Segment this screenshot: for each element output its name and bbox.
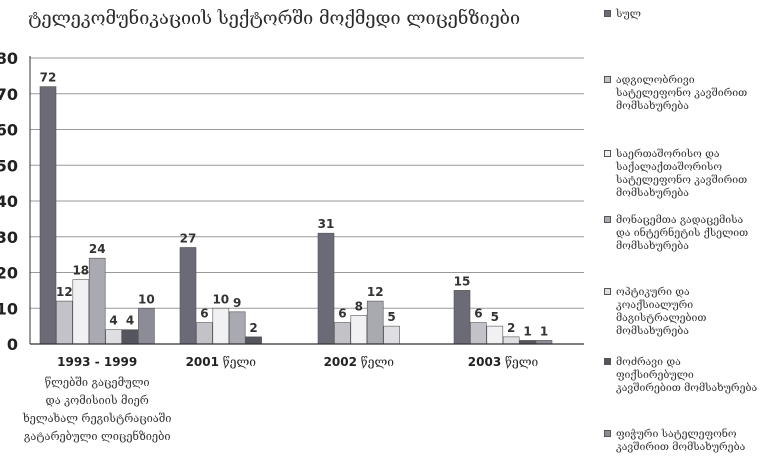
data-label: 2: [507, 321, 515, 335]
legend-label: სულ: [616, 8, 641, 20]
legend: სულ ადგილობრივი სატელეფონო კავშირით მომსა…: [600, 0, 768, 468]
y-tick-label: 20: [0, 264, 18, 283]
bar: [39, 86, 57, 345]
data-label: 4: [126, 314, 134, 328]
bar: [56, 300, 73, 345]
legend-swatch: [604, 150, 611, 157]
bar: [138, 307, 155, 345]
bar: [470, 322, 487, 345]
legend-item: ადგილობრივი სატელეფონო კავშირით მომსახურ…: [604, 74, 766, 113]
y-tick-label: 30: [0, 228, 18, 247]
bars: [39, 86, 553, 345]
y-tick-label: 80: [0, 49, 18, 68]
data-label: 6: [338, 307, 346, 321]
x-category-note: და კომისიის მიერ: [46, 394, 149, 407]
legend-label: მოძრავი და ფიქსირებული კავშირებით მომსახ…: [616, 356, 758, 394]
bar: [105, 329, 122, 345]
bar: [383, 325, 400, 345]
data-label: 8: [355, 299, 363, 313]
bar: [121, 329, 139, 345]
y-tick-label: 70: [0, 85, 18, 104]
legend-item: საერთაშორისო და საქალაქთაშორისო სატელეფო…: [604, 148, 766, 200]
data-label: 6: [474, 307, 482, 321]
x-category-label: 1993 - 1999: [57, 355, 137, 369]
legend-item: სულ: [604, 8, 766, 21]
legend-label: საერთაშორისო და საქალაქთაშორისო სატელეფო…: [616, 148, 748, 199]
data-label: 31: [318, 217, 335, 231]
y-tick-label: 40: [0, 192, 18, 211]
x-category-label: 2003 წელი: [468, 355, 539, 369]
x-category-note: გატარებული ლიცენზიები: [24, 430, 171, 443]
chart-title: ტელეკომუნიკაციის სექტორში მოქმედი ლიცენზ…: [28, 8, 521, 29]
data-label: 9: [233, 296, 241, 310]
bar: [334, 322, 351, 345]
data-label: 10: [138, 292, 155, 306]
legend-swatch: [604, 216, 611, 223]
legend-label: მონაცემთა გადაცემისა და ინტერნეტის ქსელი…: [616, 214, 749, 252]
bar: [317, 232, 335, 345]
bar: [245, 336, 262, 345]
data-label: 24: [89, 242, 106, 256]
data-label: 2: [249, 321, 257, 335]
legend-swatch: [604, 76, 611, 83]
data-label: 10: [212, 292, 229, 306]
axes: 0 10 20 30 40 50 60 70 80: [0, 49, 584, 354]
bar: [196, 322, 213, 345]
legend-item: ოპტიკური და კოაქსიალური მაგისტრალებით მო…: [604, 286, 766, 338]
data-label: 5: [387, 310, 395, 324]
legend-swatch: [604, 358, 611, 365]
data-label: 27: [180, 231, 197, 245]
bar: [212, 307, 230, 345]
y-tick-label: 50: [0, 156, 18, 175]
y-tick-label: 0: [7, 335, 18, 354]
x-category-label: 2002 წელი: [324, 355, 395, 369]
data-label: 12: [367, 285, 384, 299]
bar: [179, 247, 197, 345]
bar: [502, 336, 520, 345]
legend-label: ფიჭური სატელეფონო კავშირით მომსახურება: [616, 428, 746, 453]
bar: [366, 300, 384, 345]
legend-label: ადგილობრივი სატელეფონო კავშირით მომსახურ…: [616, 74, 748, 112]
legend-item: ფიჭური სატელეფონო კავშირით მომსახურება: [604, 428, 766, 454]
data-label: 5: [491, 310, 499, 324]
data-label: 12: [56, 285, 73, 299]
x-category-note: წლებში გაცემული: [45, 376, 150, 389]
bar: [486, 325, 504, 345]
data-label: 6: [200, 307, 208, 321]
y-tick-label: 60: [0, 121, 18, 140]
legend-swatch: [604, 430, 611, 437]
legend-item: მონაცემთა გადაცემისა და ინტერნეტის ქსელი…: [604, 214, 766, 253]
data-label: 72: [40, 71, 57, 85]
bar: [72, 279, 90, 345]
data-label: 18: [72, 264, 89, 278]
data-label: 4: [109, 314, 117, 328]
gridlines: [30, 57, 584, 309]
bar: [228, 311, 246, 345]
bar: [88, 257, 106, 345]
legend-swatch: [604, 10, 611, 17]
x-category-label: 2001 წელი: [186, 355, 257, 369]
legend-item: მოძრავი და ფიქსირებული კავშირებით მომსახ…: [604, 356, 766, 395]
bar: [453, 290, 471, 345]
legend-label: ოპტიკური და კოაქსიალური მაგისტრალებით მო…: [616, 286, 707, 337]
data-label: 1: [523, 324, 531, 338]
data-label: 1: [540, 324, 548, 338]
bar: [350, 315, 368, 345]
data-label: 15: [454, 274, 471, 288]
x-category-note: ხელახალ რეგისტრაციაში: [22, 412, 171, 425]
legend-swatch: [604, 288, 611, 295]
y-tick-label: 10: [0, 299, 18, 318]
